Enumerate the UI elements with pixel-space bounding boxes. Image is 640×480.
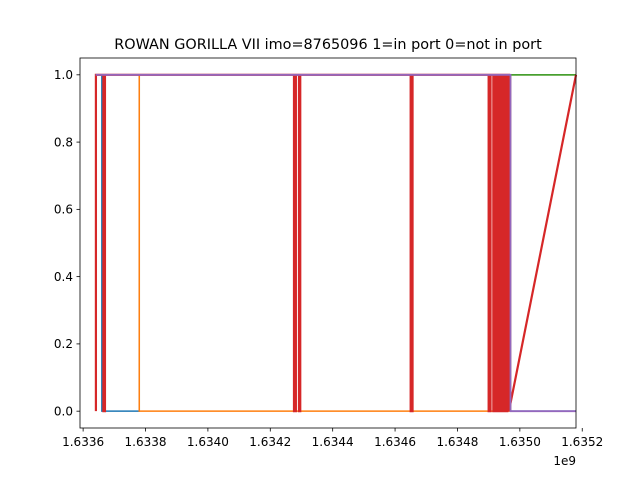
series-line-4: [94, 73, 578, 413]
y-tick-label: 0.2: [54, 337, 73, 351]
y-axis: 0.0 0.2 0.4 0.6 0.8 1.0: [54, 68, 80, 418]
x-tick-label: 1.6338: [125, 435, 167, 449]
x-tick-label: 1.6344: [312, 435, 354, 449]
x-tick-label: 1.6346: [374, 435, 416, 449]
y-tick-label: 1.0: [54, 68, 73, 82]
y-tick-label: 0.6: [54, 203, 73, 217]
x-tick-label: 1.6342: [249, 435, 291, 449]
series-layer: [94, 73, 578, 413]
x-offset-label: 1e9: [553, 454, 576, 468]
x-tick-label: 1.6350: [499, 435, 541, 449]
x-tick-label: 1.6352: [561, 435, 603, 449]
x-tick-label: 1.6336: [62, 435, 104, 449]
x-tick-label: 1.6340: [187, 435, 229, 449]
series-line-5: [95, 73, 576, 413]
chart-title: ROWAN GORILLA VII imo=8765096 1=in port …: [114, 37, 542, 53]
x-axis: 1.6336 1.6338 1.6340 1.6342 1.6344 1.6346 1.63…: [62, 428, 603, 449]
y-tick-label: 0.4: [54, 270, 73, 284]
y-tick-label: 0.0: [54, 404, 73, 418]
plot-frame: [79, 57, 577, 429]
y-tick-label: 0.8: [54, 135, 73, 149]
x-tick-label: 1.6348: [436, 435, 478, 449]
